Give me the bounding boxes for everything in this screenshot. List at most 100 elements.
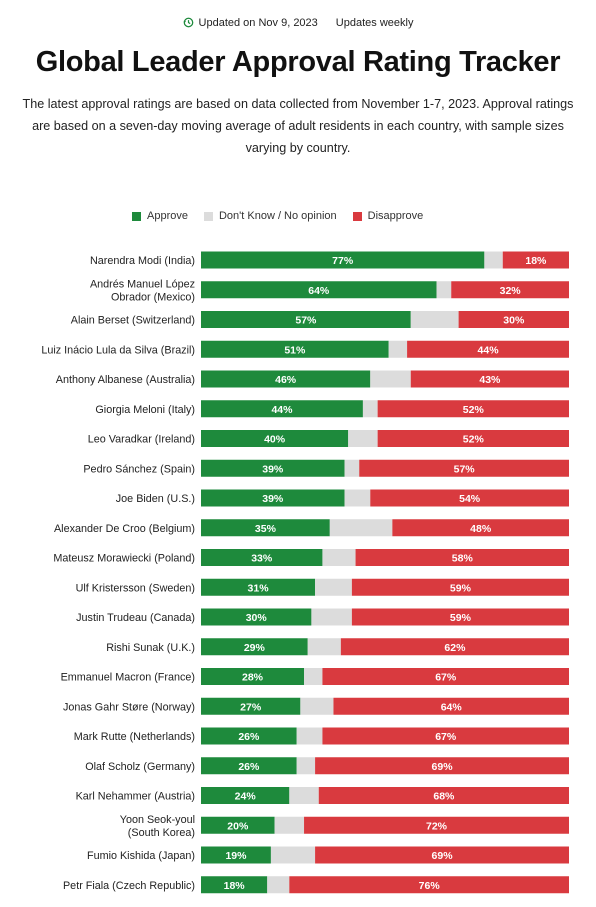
legend-swatch-disapprove [352, 211, 362, 221]
category-label: Mateusz Morawiecki (Poland) [53, 553, 195, 565]
category-label: Petr Fiala (Czech Republic) [63, 880, 195, 892]
bar-disapprove [304, 816, 569, 834]
value-label-disapprove: 52% [463, 404, 485, 416]
bar-no-opinion [322, 549, 356, 566]
bar-approve [201, 846, 271, 864]
value-label-disapprove: 69% [432, 850, 454, 862]
bar-no-opinion [267, 876, 290, 894]
bar-disapprove [322, 727, 569, 745]
clock-refresh-icon [183, 17, 193, 28]
value-label-approve: 39% [262, 493, 284, 505]
bar-disapprove [351, 608, 569, 626]
value-label-approve: 39% [262, 463, 284, 475]
category-label: Yoon Seok-youl (South Korea) [120, 814, 195, 839]
value-label-disapprove: 62% [444, 642, 466, 654]
bar-disapprove [315, 846, 569, 864]
value-label-disapprove: 30% [503, 315, 525, 327]
value-label-approve: 77% [332, 255, 354, 267]
bar-disapprove [340, 638, 569, 656]
category-label: Jonas Gahr Støre (Norway) [63, 701, 195, 713]
bar-disapprove [377, 430, 569, 447]
bar-disapprove [392, 519, 569, 537]
value-label-approve: 26% [238, 761, 260, 773]
bar-disapprove [333, 697, 569, 715]
category-label: Alexander De Croo (Belgium) [54, 523, 195, 535]
value-label-disapprove: 72% [426, 820, 448, 832]
category-label: Anthony Albanese (Australia) [56, 374, 195, 386]
bar-no-opinion [315, 578, 352, 596]
bar-disapprove [322, 668, 569, 685]
bar-disapprove [359, 459, 569, 477]
bar-approve [201, 430, 349, 447]
bar-approve [201, 519, 330, 537]
value-label-approve: 24% [235, 791, 257, 803]
page-title: Global Leader Approval Rating Tracker [35, 46, 561, 78]
bar-no-opinion [296, 727, 323, 745]
bar-no-opinion [300, 697, 334, 715]
updated-date: Updated on Nov 9, 2023 [198, 17, 318, 29]
bar-approve [201, 340, 389, 358]
value-label-disapprove: 48% [470, 523, 492, 535]
bar-disapprove [355, 549, 569, 566]
bar-approve [201, 311, 411, 328]
value-label-disapprove: 52% [463, 434, 485, 446]
bar-disapprove [410, 370, 569, 388]
bar-disapprove [377, 400, 569, 418]
category-label-line: Obrador (Mexico) [111, 291, 195, 303]
legend-item-no-opinion: Don't Know / No opinion [203, 210, 337, 222]
bar-approve [201, 787, 290, 804]
category-label: Leo Varadkar (Ireland) [88, 434, 195, 446]
value-label-approve: 20% [227, 820, 249, 832]
value-label-approve: 28% [242, 672, 264, 684]
value-label-disapprove: 58% [452, 553, 474, 565]
value-label-disapprove: 32% [500, 285, 522, 297]
bar-approve [201, 727, 297, 745]
update-info: Updated on Nov 9, 2023 Updates weekly [0, 17, 596, 29]
bar-no-opinion [296, 757, 316, 775]
value-label-disapprove: 64% [441, 701, 463, 713]
value-label-disapprove: 54% [459, 493, 481, 505]
bar-disapprove [370, 489, 569, 507]
value-label-approve: 44% [271, 404, 293, 416]
category-label: Pedro Sánchez (Spain) [83, 463, 195, 475]
bar-no-opinion [348, 430, 378, 447]
value-label-disapprove: 67% [435, 731, 457, 743]
value-label-disapprove: 68% [433, 791, 455, 803]
value-label-approve: 31% [248, 582, 270, 594]
category-label: Joe Biden (U.S.) [116, 493, 195, 505]
legend-label-no-opinion: Don't Know / No opinion [218, 210, 337, 222]
category-label: Mark Rutte (Netherlands) [74, 731, 195, 743]
value-label-approve: 27% [240, 701, 262, 713]
bar-approve [201, 549, 323, 566]
category-label: Narendra Modi (India) [90, 255, 195, 267]
bar-disapprove [318, 787, 569, 804]
page-subtitle: The latest approval ratings are based on… [22, 97, 574, 155]
value-label-disapprove: 67% [435, 672, 457, 684]
value-label-approve: 51% [284, 344, 306, 356]
category-label: Rishi Sunak (U.K.) [106, 642, 195, 654]
bar-approve [201, 459, 345, 477]
value-label-approve: 29% [244, 642, 266, 654]
bar-no-opinion [388, 340, 408, 358]
bar-no-opinion [370, 370, 411, 388]
value-label-disapprove: 59% [450, 582, 472, 594]
category-label-line: Yoon Seok-youl [120, 814, 195, 826]
value-label-approve: 40% [264, 434, 286, 446]
category-label-line: (South Korea) [128, 827, 195, 839]
category-label: Justin Trudeau (Canada) [76, 612, 195, 624]
bar-approve [201, 697, 301, 715]
chart-legend: Approve Don't Know / No opinion Disappro… [132, 210, 439, 222]
bar-approve [201, 251, 485, 269]
update-frequency: Updates weekly [335, 17, 414, 29]
legend-item-approve: Approve [132, 210, 188, 222]
value-label-disapprove: 59% [450, 612, 472, 624]
bar-no-opinion [410, 311, 459, 328]
bar-approve [201, 668, 305, 685]
bar-no-opinion [304, 668, 323, 685]
bar-no-opinion [329, 519, 393, 537]
category-label-line: Andrés Manuel López [90, 278, 195, 290]
bar-disapprove [458, 311, 569, 328]
value-label-approve: 57% [295, 315, 317, 327]
bar-approve [201, 578, 316, 596]
value-label-disapprove: 69% [432, 761, 454, 773]
